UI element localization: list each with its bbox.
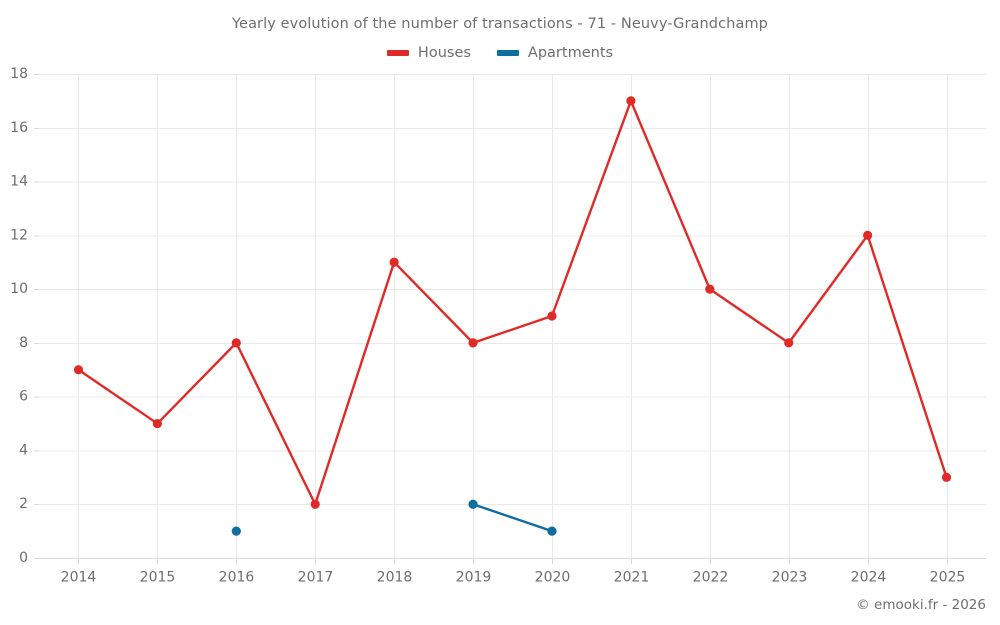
x-axis-tick-label: 2021 [614, 570, 650, 586]
data-point[interactable] [389, 257, 399, 267]
chart-legend: Houses Apartments [0, 45, 1000, 61]
data-point[interactable] [705, 284, 715, 294]
x-axis-tick-label: 2014 [61, 570, 97, 586]
series-apartments [231, 499, 557, 536]
x-axis-tick-label: 2023 [772, 570, 808, 586]
x-axis-tick-label: 2020 [535, 570, 571, 586]
data-point[interactable] [626, 96, 636, 106]
series-houses [73, 96, 952, 509]
series-line [77, 99, 948, 506]
y-axis-tick-label: 10 [10, 281, 28, 297]
y-axis-tick-label: 14 [10, 174, 28, 190]
x-axis-tick-label: 2017 [298, 570, 334, 586]
data-point[interactable] [468, 338, 478, 348]
legend-label-apartments: Apartments [527, 45, 614, 61]
y-axis-tick-label: 12 [10, 227, 28, 243]
legend-item-houses[interactable]: Houses [386, 45, 471, 61]
x-axis-tick-label: 2018 [377, 570, 413, 586]
legend-swatch-apartments [496, 50, 519, 56]
data-point[interactable] [784, 338, 794, 348]
x-axis-tick-label: 2022 [693, 570, 729, 586]
x-axis-tick-label: 2019 [456, 570, 492, 586]
data-point[interactable] [231, 526, 241, 536]
legend-swatch-houses [386, 50, 409, 56]
legend-item-apartments[interactable]: Apartments [496, 45, 614, 61]
y-axis-tick-label: 4 [19, 442, 28, 458]
data-point[interactable] [152, 418, 162, 429]
chart-title: Yearly evolution of the number of transa… [232, 16, 768, 32]
data-point[interactable] [863, 230, 873, 240]
data-point[interactable] [468, 499, 478, 509]
y-axis-tick-label: 18 [10, 66, 28, 82]
x-axis-tick-label: 2015 [140, 570, 176, 586]
copyright-footer: © emooki.fr - 2026 [856, 597, 986, 613]
y-axis-tick-label: 2 [19, 496, 28, 512]
y-axis-tick-label: 8 [19, 335, 28, 351]
x-axis-tick-label: 2025 [930, 570, 966, 586]
data-point[interactable] [941, 472, 952, 482]
y-axis-tick-label: 0 [19, 550, 28, 566]
data-point[interactable] [547, 311, 557, 321]
legend-label-houses: Houses [417, 45, 471, 61]
data-point[interactable] [73, 365, 84, 375]
data-point[interactable] [310, 499, 320, 509]
x-axis-tick-label: 2024 [851, 570, 887, 586]
x-axis-tick-label: 2016 [219, 570, 255, 586]
y-axis-tick-label: 16 [10, 120, 28, 136]
series-line [471, 503, 554, 533]
y-axis-tick-label: 6 [19, 389, 28, 405]
data-point[interactable] [547, 526, 557, 536]
data-point[interactable] [231, 338, 241, 348]
